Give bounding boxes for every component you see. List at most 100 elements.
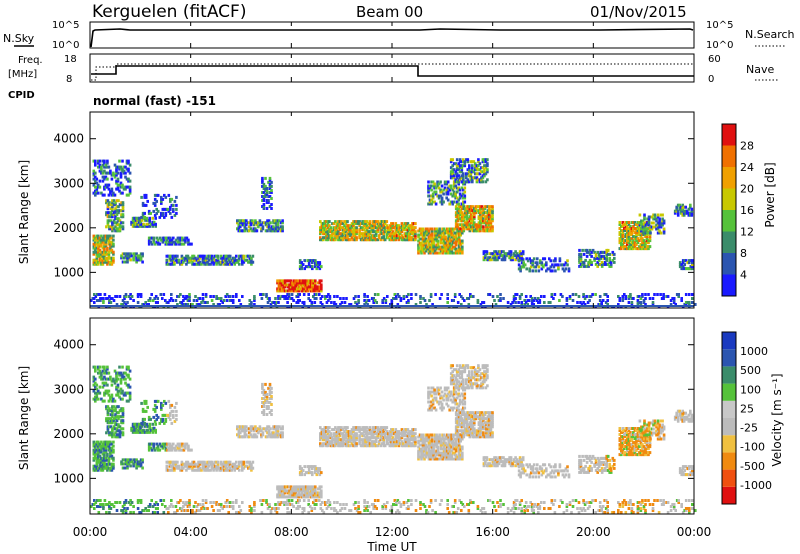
power-cell (424, 239, 428, 243)
power-cell (474, 209, 478, 213)
velocity-cell (191, 460, 194, 464)
power-cell (453, 235, 456, 239)
power-cell (163, 215, 166, 219)
velocity-cell (325, 426, 328, 430)
velocity-cell (92, 452, 96, 456)
power-cell (659, 221, 663, 225)
velocity-cell (150, 442, 154, 446)
velocity-cell (146, 424, 150, 428)
power-cell (457, 164, 460, 168)
power-cell (659, 223, 663, 227)
velocity-cell (109, 409, 113, 413)
power-cell (488, 258, 492, 262)
velocity-cell (92, 458, 96, 462)
power-cell (236, 219, 239, 223)
power-cell (167, 242, 171, 246)
velocity-cell (282, 493, 285, 497)
power-cell (448, 231, 452, 235)
velocity-cell (255, 429, 259, 433)
power-cell (627, 231, 631, 235)
power-cell (427, 184, 430, 188)
velocity-cell (169, 446, 172, 450)
power-cell (542, 265, 545, 269)
power-cell (644, 241, 647, 245)
power-cell (148, 218, 151, 222)
power-cell (304, 285, 308, 289)
power-cell (300, 287, 303, 291)
power-cell (451, 194, 454, 198)
power-cell (159, 293, 163, 296)
power-cell (277, 281, 281, 285)
power-cell (118, 167, 121, 171)
power-cell (179, 242, 183, 246)
power-cell (124, 295, 128, 298)
velocity-cell (257, 427, 260, 431)
velocity-cell (265, 397, 269, 400)
power-cell (540, 261, 544, 265)
power-cell (349, 238, 352, 242)
power-cell (534, 265, 537, 269)
velocity-cell (269, 433, 272, 437)
power-cell (613, 260, 616, 264)
power-cell (337, 230, 340, 234)
power-cell (486, 219, 490, 223)
power-cell (100, 167, 103, 171)
velocity-cell (106, 452, 109, 456)
power-cell (397, 238, 401, 242)
power-cell (121, 225, 125, 229)
power-cell (406, 234, 410, 238)
velocity-cell (143, 424, 147, 428)
velocity-cell (300, 487, 303, 491)
power-cell (452, 168, 456, 172)
power-cell (436, 247, 440, 251)
power-cell (457, 207, 461, 211)
power-cell (486, 229, 490, 233)
power-cell (629, 245, 632, 249)
power-cell (469, 160, 473, 164)
power-cell (128, 179, 132, 183)
power-cell (456, 229, 459, 233)
power-cell (92, 173, 96, 177)
power-cell (393, 297, 397, 300)
power-cell (410, 293, 413, 296)
velocity-cell (104, 458, 108, 462)
power-cell (109, 301, 113, 304)
power-cell (636, 301, 640, 304)
velocity-cell (95, 442, 99, 446)
power-cell (241, 258, 244, 262)
power-cell (627, 301, 631, 304)
power-cell (476, 225, 479, 229)
power-cell (441, 245, 444, 249)
power-cell (455, 180, 459, 184)
power-cell (298, 261, 302, 265)
power-cell (144, 203, 148, 207)
velocity-cell (152, 444, 155, 448)
power-cell (323, 228, 327, 232)
power-cell (237, 225, 241, 229)
power-cell (306, 289, 309, 293)
velocity-cell (125, 367, 129, 371)
velocity-cell (236, 425, 239, 429)
power-cell (471, 229, 475, 233)
power-cell (295, 287, 299, 291)
power-cell (475, 172, 479, 176)
power-cell (458, 164, 462, 168)
velocity-cell (97, 444, 100, 448)
power-cell (103, 165, 106, 169)
velocity-cell (311, 465, 314, 469)
velocity-cell (315, 473, 319, 477)
power-cell (620, 239, 623, 243)
power-cell (222, 299, 226, 302)
power-cell (289, 289, 293, 293)
velocity-cell (277, 495, 281, 499)
power-cell (405, 228, 408, 232)
power-cell (115, 205, 119, 209)
velocity-cell (237, 435, 241, 439)
power-cell (367, 232, 370, 236)
velocity-cell (126, 462, 129, 466)
power-cell (332, 232, 336, 236)
power-cell (101, 171, 105, 175)
power-cell (629, 227, 632, 230)
power-cell (514, 258, 517, 262)
velocity-cell (176, 442, 180, 446)
